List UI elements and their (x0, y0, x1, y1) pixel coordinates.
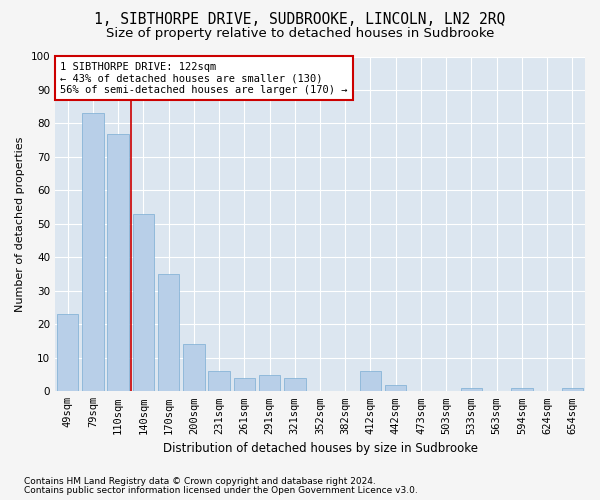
Bar (107, 134, 129, 392)
Text: 1, SIBTHORPE DRIVE, SUDBROOKE, LINCOLN, LN2 2RQ: 1, SIBTHORPE DRIVE, SUDBROOKE, LINCOLN, … (94, 12, 506, 28)
Bar (385, 384, 406, 392)
Bar (259, 374, 280, 392)
Bar (82, 114, 104, 392)
Text: Contains HM Land Registry data © Crown copyright and database right 2024.: Contains HM Land Registry data © Crown c… (24, 477, 376, 486)
Bar (133, 214, 154, 392)
Bar (208, 371, 230, 392)
Bar (461, 388, 482, 392)
Bar (511, 388, 533, 392)
Bar (562, 388, 583, 392)
Text: Contains public sector information licensed under the Open Government Licence v3: Contains public sector information licen… (24, 486, 418, 495)
Bar (183, 344, 205, 392)
Y-axis label: Number of detached properties: Number of detached properties (15, 136, 25, 312)
Text: Size of property relative to detached houses in Sudbrooke: Size of property relative to detached ho… (106, 28, 494, 40)
Bar (57, 314, 79, 392)
X-axis label: Distribution of detached houses by size in Sudbrooke: Distribution of detached houses by size … (163, 442, 478, 455)
Bar (233, 378, 255, 392)
Bar (158, 274, 179, 392)
Bar (284, 378, 305, 392)
Bar (360, 371, 381, 392)
Text: 1 SIBTHORPE DRIVE: 122sqm
← 43% of detached houses are smaller (130)
56% of semi: 1 SIBTHORPE DRIVE: 122sqm ← 43% of detac… (61, 62, 348, 94)
